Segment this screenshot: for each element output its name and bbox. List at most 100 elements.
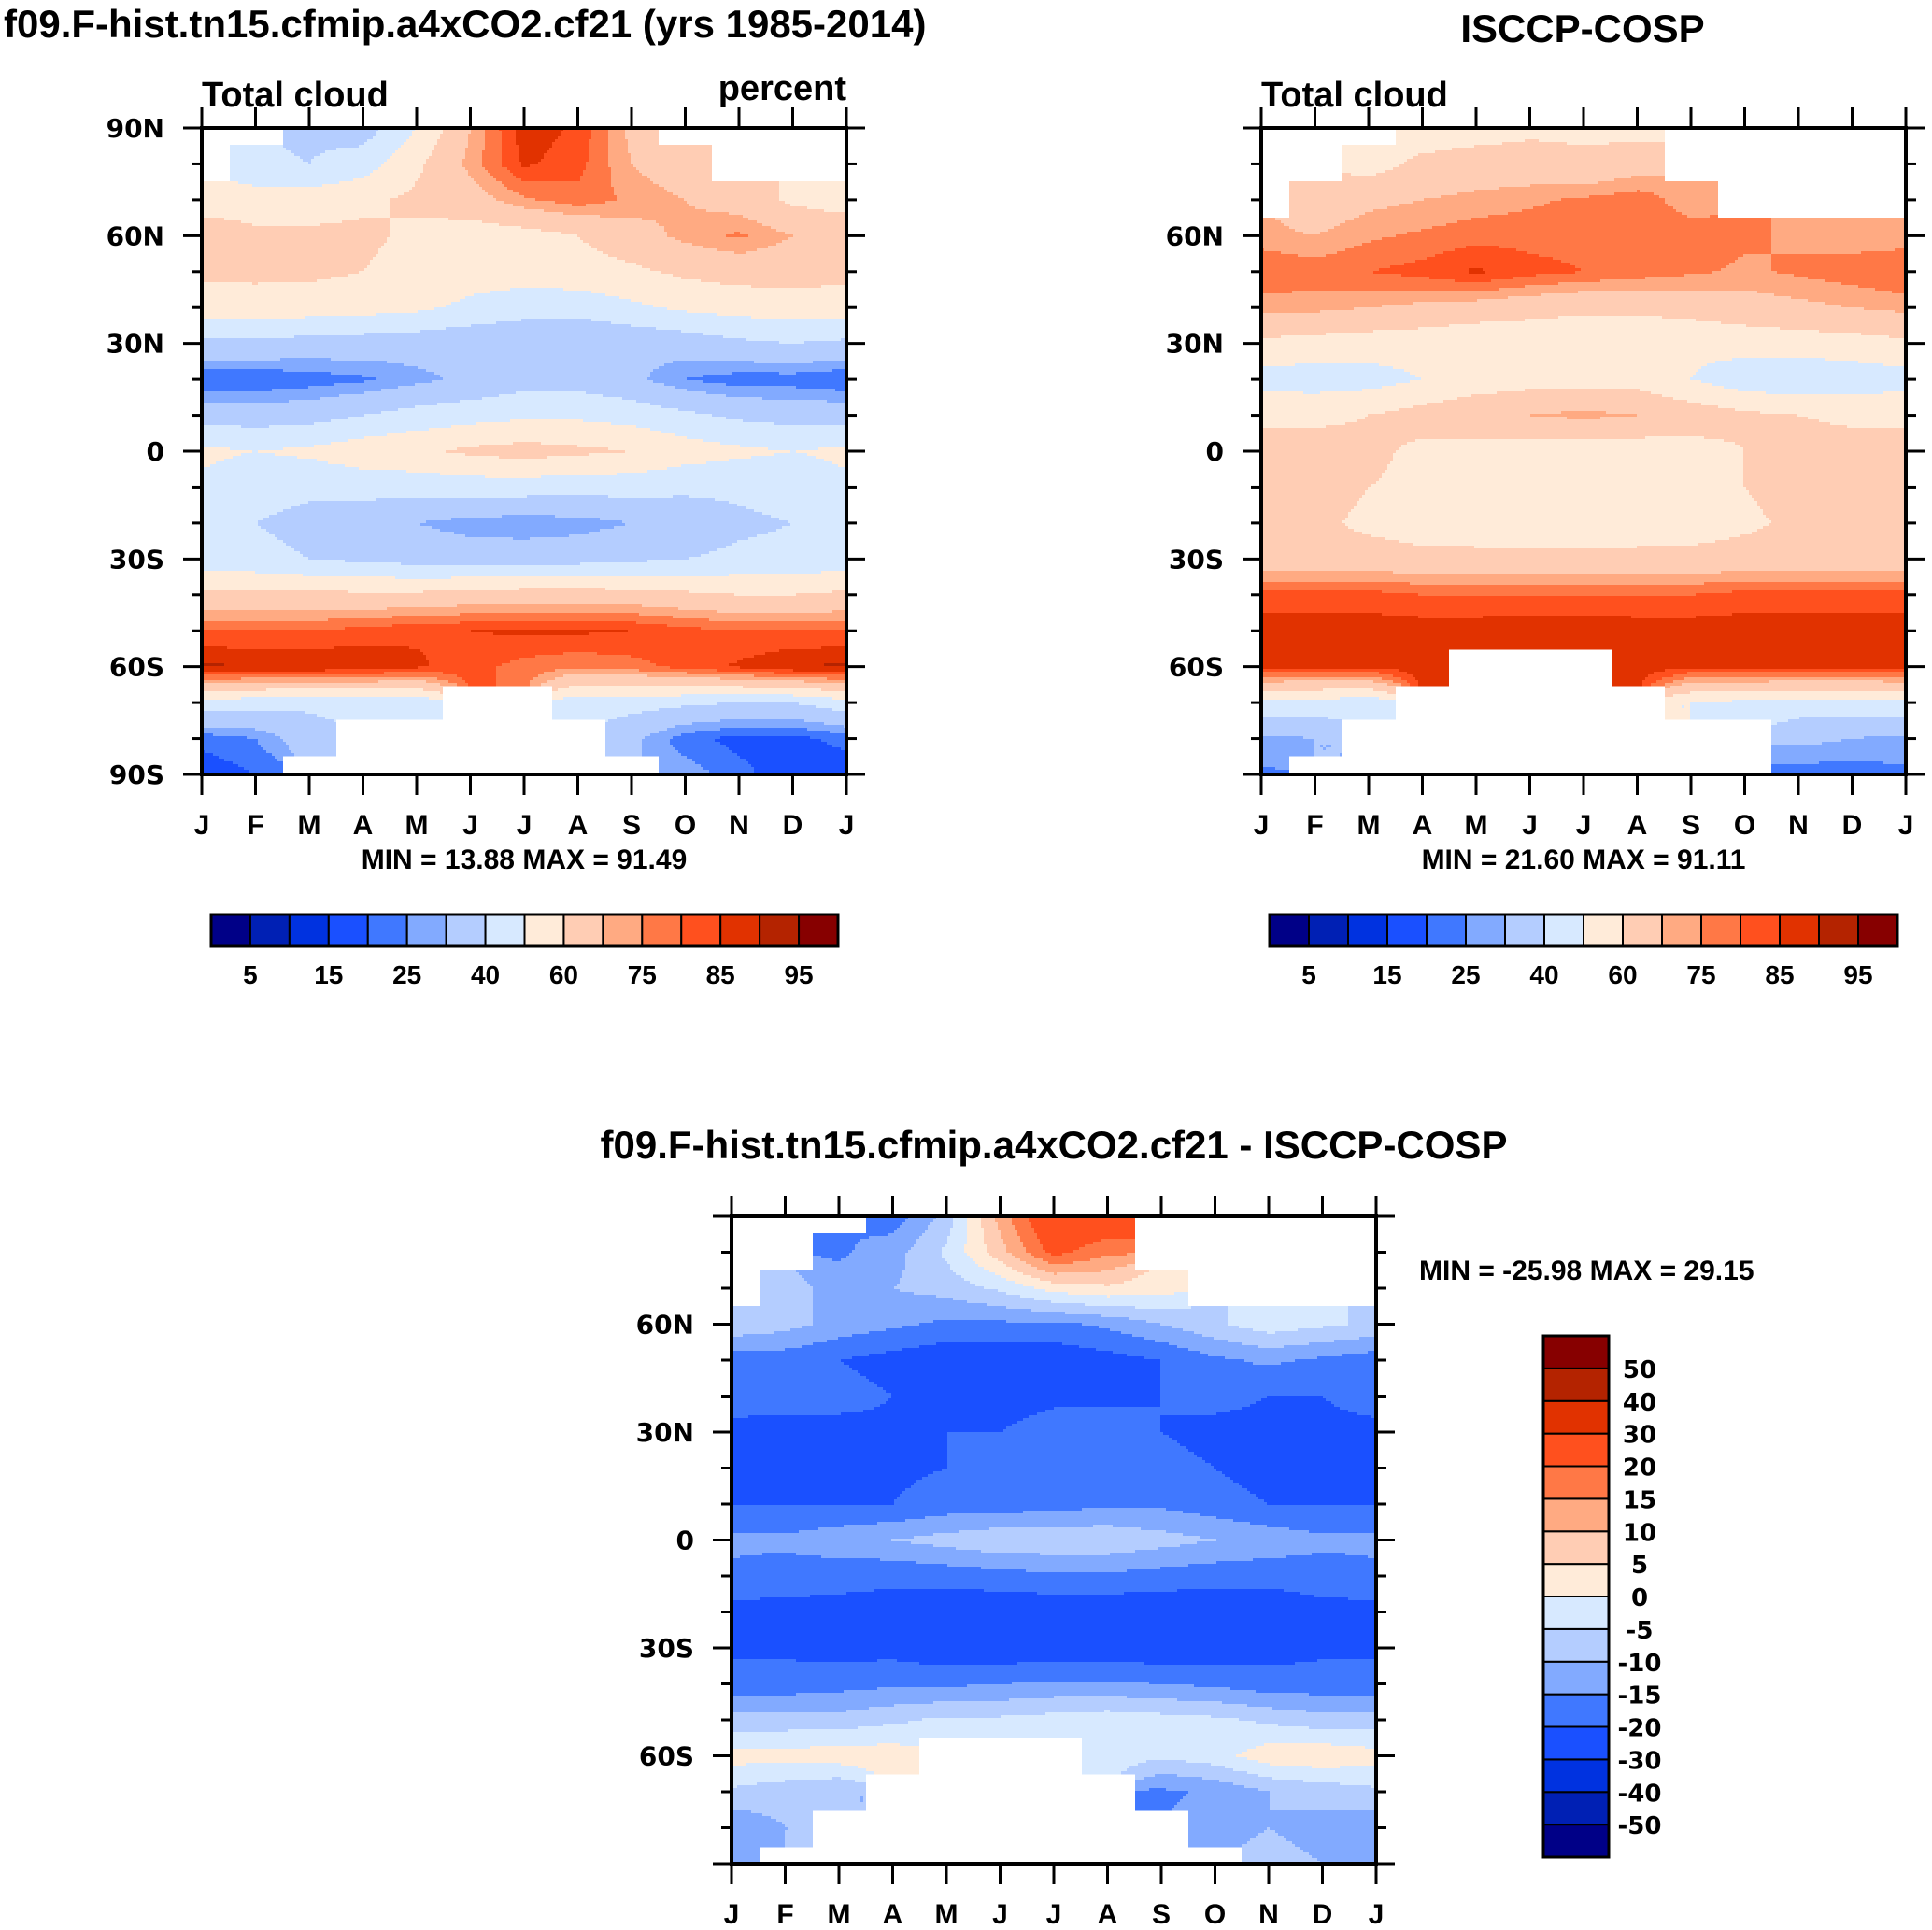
contour-fill bbox=[406, 470, 647, 474]
x-tick-label: O bbox=[1204, 1899, 1226, 1930]
contour-fill bbox=[608, 156, 631, 160]
contour-fill bbox=[813, 1244, 855, 1248]
contour-fill bbox=[821, 739, 846, 743]
x-tick-label: M bbox=[298, 810, 321, 841]
contour-fill bbox=[1743, 481, 1906, 485]
contour-fill bbox=[589, 153, 608, 157]
contour-fill bbox=[202, 770, 249, 773]
contour-fill bbox=[1160, 1376, 1376, 1380]
contour-fill bbox=[1749, 490, 1906, 493]
contour-fill bbox=[1261, 725, 1342, 729]
contour-fill bbox=[1160, 1567, 1376, 1570]
contour-fill bbox=[1023, 1511, 1183, 1514]
contour-fill bbox=[1281, 251, 1337, 255]
contour-fill bbox=[202, 745, 261, 748]
contour-fill bbox=[1043, 1244, 1085, 1248]
contour-fill bbox=[1261, 330, 1373, 333]
colorbar-label: -15 bbox=[1618, 1682, 1662, 1710]
contour-fill bbox=[577, 234, 667, 238]
contour-fill bbox=[762, 1553, 796, 1556]
contour-fill bbox=[519, 153, 544, 157]
contour-fill bbox=[1825, 302, 1906, 305]
contour-fill bbox=[810, 1746, 919, 1750]
contour-fill bbox=[533, 677, 555, 681]
contour-fill bbox=[516, 139, 555, 143]
contour-fill bbox=[1348, 1317, 1376, 1321]
contour-fill bbox=[1289, 201, 1413, 205]
contour-fill bbox=[1371, 1785, 1376, 1789]
contour-fill bbox=[202, 719, 334, 723]
contour-fill bbox=[1357, 419, 1819, 423]
contour-fill bbox=[799, 702, 846, 706]
contour-fill bbox=[510, 660, 650, 664]
contour-fill bbox=[1261, 604, 1906, 608]
contour-fill bbox=[659, 761, 695, 765]
contour-fill bbox=[838, 1337, 1144, 1341]
contour-fill bbox=[202, 632, 493, 636]
contour-fill bbox=[732, 1760, 919, 1764]
contour-fill bbox=[1309, 1530, 1376, 1534]
contour-fill bbox=[202, 722, 336, 726]
contour-fill bbox=[1188, 1791, 1270, 1795]
contour-fill bbox=[967, 1236, 984, 1240]
contour-fill bbox=[1261, 669, 1399, 673]
contour-fill bbox=[485, 190, 513, 193]
contour-fill bbox=[900, 1278, 964, 1282]
x-tick-label: J bbox=[839, 810, 855, 841]
contour-fill bbox=[1317, 1356, 1376, 1360]
contour-fill bbox=[202, 663, 224, 667]
contour-fill bbox=[762, 397, 846, 401]
contour-fill bbox=[732, 1836, 785, 1839]
contour-fill bbox=[519, 148, 549, 151]
contour-fill bbox=[779, 181, 846, 185]
contour-fill bbox=[743, 419, 846, 423]
contour-fill bbox=[1530, 414, 1637, 418]
contour-fill bbox=[1640, 190, 1718, 193]
contour-fill bbox=[947, 1446, 1186, 1450]
contour-fill bbox=[1704, 582, 1906, 586]
contour-fill bbox=[785, 1780, 855, 1783]
colorbar-label: -10 bbox=[1618, 1650, 1662, 1678]
contour-fill bbox=[1662, 394, 1906, 398]
contour-fill bbox=[1183, 1796, 1270, 1800]
contour-fill bbox=[1261, 764, 1289, 768]
contour-fill bbox=[496, 680, 530, 684]
contour-fill bbox=[202, 198, 390, 202]
contour-fill bbox=[611, 184, 659, 188]
contour-fill bbox=[202, 330, 420, 333]
contour-fill bbox=[1376, 481, 1743, 485]
contour-fill bbox=[485, 475, 541, 479]
y-tick-label: 60N bbox=[1166, 220, 1224, 251]
contour-fill bbox=[1160, 1426, 1376, 1430]
contour-fill bbox=[947, 1435, 1169, 1439]
contour-fill bbox=[1320, 745, 1323, 748]
contour-fill bbox=[1188, 1827, 1267, 1831]
contour-fill bbox=[732, 1690, 844, 1694]
contour-fill bbox=[703, 375, 846, 378]
contour-fill bbox=[426, 658, 519, 661]
contour-fill bbox=[1261, 285, 1525, 289]
contour-fill bbox=[1194, 1684, 1376, 1688]
contour-fill bbox=[591, 131, 608, 135]
contour-fill bbox=[673, 274, 846, 277]
contour-fill bbox=[689, 590, 832, 594]
contour-fill bbox=[732, 1424, 1012, 1427]
contour-fill bbox=[547, 150, 589, 154]
contour-fill bbox=[457, 447, 608, 451]
contour-fill bbox=[552, 691, 846, 695]
contour-fill bbox=[1648, 674, 1673, 678]
contour-fill bbox=[743, 1334, 852, 1338]
contour-fill bbox=[1396, 234, 1771, 238]
contour-fill bbox=[1261, 495, 1362, 499]
contour-fill bbox=[667, 234, 726, 238]
contour-fill bbox=[1385, 411, 1561, 415]
contour-fill bbox=[1455, 279, 1491, 283]
contour-fill bbox=[1020, 1258, 1043, 1262]
contour-fill bbox=[398, 148, 434, 151]
contour-fill bbox=[535, 198, 617, 202]
contour-fill bbox=[1110, 1284, 1188, 1287]
contour-fill bbox=[1261, 590, 1382, 594]
contour-fill bbox=[1261, 688, 1323, 692]
contour-fill bbox=[894, 1230, 925, 1234]
contour-fill bbox=[760, 1270, 796, 1273]
